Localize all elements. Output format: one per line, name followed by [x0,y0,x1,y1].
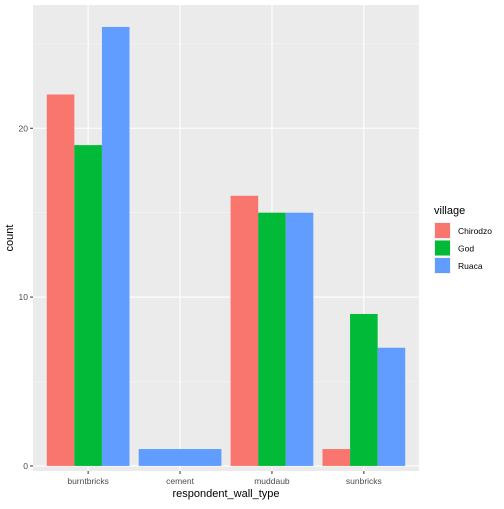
x-tick-label: cement [166,476,195,486]
x-tick-label: sunbricks [346,476,382,486]
bar-god-burntbricks [74,145,102,466]
legend-label: Ruaca [458,261,483,271]
bar-chirodzo-sunbricks [322,449,351,466]
bar-ruaca-burntbricks [101,26,130,466]
x-axis: burntbricks cement muddaub sunbricks [67,471,382,486]
bar-ruaca-muddaub [285,212,314,466]
legend: village Chirodzo God Ruaca [434,205,492,274]
y-axis: 0 10 20 [19,123,33,471]
bars [46,26,406,466]
x-axis-title: respondent_wall_type [172,488,279,500]
legend-label: God [458,244,474,254]
legend-title: village [434,205,465,217]
y-tick-label: 10 [19,292,29,302]
bar-chirodzo-burntbricks [46,94,75,466]
legend-key-ruaca [435,258,450,273]
legend-label: Chirodzo [458,226,492,236]
bar-god-sunbricks [350,313,378,466]
bar-ruaca-sunbricks [377,347,406,466]
x-tick-label: muddaub [254,476,290,486]
legend-key-chirodzo [435,223,450,238]
y-tick-label: 0 [23,461,28,471]
legend-key-god [435,240,450,256]
bar-god-muddaub [258,212,286,466]
bar-ruaca-cement [138,449,222,466]
bar-chirodzo-muddaub [230,195,259,466]
y-tick-label: 20 [19,123,29,133]
x-tick-label: burntbricks [67,476,109,486]
y-axis-title: count [4,225,16,252]
